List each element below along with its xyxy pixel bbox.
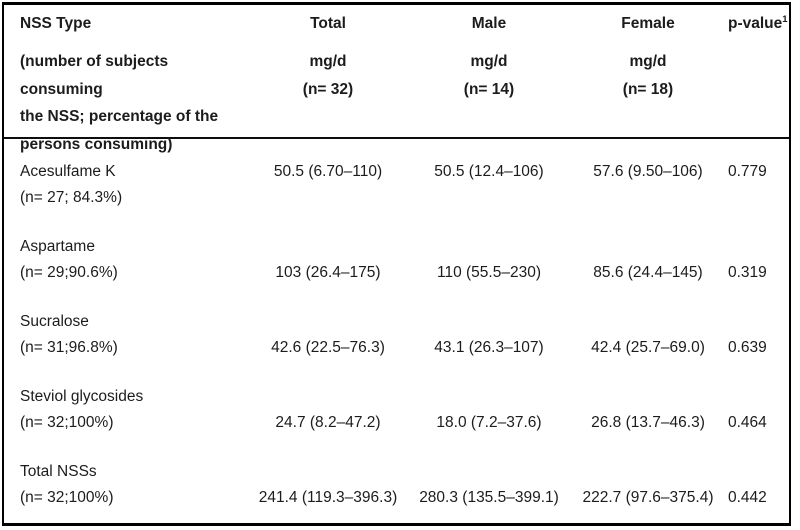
header-female-n: (n= 18) [622,80,674,98]
header-female-sub: mg/d (n= 18) [568,48,728,103]
header-total-n: (n= 32) [302,80,354,98]
row-subtitle: (n= 27; 84.3%) [20,189,123,206]
header-male-sub: mg/d (n= 14) [410,48,568,103]
table-row-total-nsss: Total NSSs (n= 32;100%) 241.4 (119.3–396… [4,439,789,525]
header-total-sub: mg/d (n= 32) [246,48,410,103]
header-subtitle-line-2: the NSS; percentage of the [20,108,219,125]
header-col-nss-type: NSS Type (number of subjects consuming t… [4,5,246,158]
value-male: 43.1 (26.3–107) [434,339,544,356]
table-row-aspartame: Aspartame (n= 29;90.6%) 103 (26.4–175) 1… [4,214,789,289]
value-pvalue: 0.319 [728,264,767,281]
row-label-cell: Aspartame (n= 29;90.6%) [4,214,246,289]
row-name: Steviol glycosides [20,388,144,405]
header-col-female: Female mg/d (n= 18) [568,5,728,158]
value-total: 24.7 (8.2–47.2) [275,414,381,431]
table-row-sucralose: Sucralose (n= 31;96.8%) 42.6 (22.5–76.3)… [4,289,789,364]
header-female-unit: mg/d [629,53,667,70]
header-pvalue-label: p-value [728,15,783,32]
value-male: 110 (55.5–230) [437,264,541,281]
header-subtitle-line-1: (number of subjects consuming [20,53,169,98]
header-pvalue-title: p-value1 [728,14,788,34]
row-label-cell: Sucralose (n= 31;96.8%) [4,289,246,364]
row-label-cell: Total NSSs (n= 32;100%) [4,439,246,525]
row-name: Aspartame [20,238,95,255]
header-male-unit: mg/d [470,53,508,70]
header-col-male: Male mg/d (n= 14) [410,5,568,158]
header-subtitle-line-3: persons consuming) [20,135,173,153]
value-pvalue: 0.442 [728,489,767,506]
value-total: 50.5 (6.70–110) [273,163,383,180]
table-row-acesulfame-k: Acesulfame K (n= 27; 84.3%) 50.5 (6.70–1… [4,139,789,214]
value-total: 42.6 (22.5–76.3) [271,339,385,356]
table-body: Acesulfame K (n= 27; 84.3%) 50.5 (6.70–1… [4,139,789,525]
pvalue-footnote-marker: 1 [782,13,788,25]
row-subtitle: (n= 31;96.8%) [20,339,118,356]
row-name: Acesulfame K [20,163,116,180]
header-female-title: Female [621,15,675,32]
header-nss-type-title: NSS Type [20,15,92,32]
header-col-total: Total mg/d (n= 32) [246,5,410,158]
header-total-title: Total [310,15,346,32]
table-row-steviol-glycosides: Steviol glycosides (n= 32;100%) 24.7 (8.… [4,364,789,439]
row-subtitle: (n= 32;100%) [20,489,114,506]
nss-intake-table: NSS Type (number of subjects consuming t… [2,2,791,526]
value-female: 85.6 (24.4–145) [593,264,703,281]
header-male-title: Male [471,15,507,32]
row-subtitle: (n= 32;100%) [20,414,114,431]
value-male: 50.5 (12.4–106) [434,163,544,180]
row-name: Sucralose [20,313,89,330]
value-total: 241.4 (119.3–396.3) [258,489,398,506]
row-label-cell: Steviol glycosides (n= 32;100%) [4,364,246,439]
value-male: 18.0 (7.2–37.6) [436,414,542,431]
header-total-unit: mg/d [309,53,347,70]
header-col-pvalue: p-value1 [728,5,800,158]
row-label-cell: Acesulfame K (n= 27; 84.3%) [4,139,246,214]
value-female: 57.6 (9.50–106) [593,163,703,180]
value-pvalue: 0.464 [728,414,767,431]
header-nss-type-subtitle: (number of subjects consuming the NSS; p… [20,48,246,158]
header-male-n: (n= 14) [463,80,515,98]
value-female: 26.8 (13.7–46.3) [591,414,705,431]
row-name: Total NSSs [20,463,97,480]
row-subtitle: (n= 29;90.6%) [20,264,118,281]
value-female: 42.4 (25.7–69.0) [591,339,705,356]
value-female: 222.7 (97.6–375.4) [582,489,714,506]
value-pvalue: 0.639 [728,339,767,356]
value-male: 280.3 (135.5–399.1) [419,489,559,506]
value-total: 103 (26.4–175) [275,264,381,281]
value-pvalue: 0.779 [728,163,767,180]
table-header: NSS Type (number of subjects consuming t… [4,5,789,153]
